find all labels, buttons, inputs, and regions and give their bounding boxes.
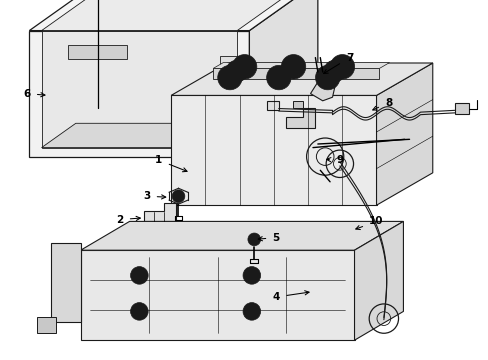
Polygon shape (171, 63, 432, 95)
Circle shape (266, 66, 290, 90)
Polygon shape (41, 0, 305, 31)
Polygon shape (213, 68, 379, 79)
Text: 5: 5 (258, 233, 279, 243)
Polygon shape (285, 108, 315, 128)
Text: 8: 8 (372, 98, 391, 110)
Text: 2: 2 (116, 215, 140, 225)
Polygon shape (81, 250, 354, 340)
Polygon shape (293, 101, 303, 108)
Text: 9: 9 (326, 155, 343, 165)
Circle shape (243, 267, 260, 284)
Circle shape (232, 55, 256, 79)
Circle shape (130, 267, 148, 284)
Polygon shape (29, 0, 317, 31)
Polygon shape (41, 31, 237, 148)
Circle shape (172, 190, 184, 203)
Circle shape (247, 233, 260, 246)
Polygon shape (37, 317, 56, 333)
Text: 1: 1 (155, 155, 187, 172)
Text: 7: 7 (323, 53, 353, 73)
Polygon shape (213, 63, 389, 68)
Polygon shape (266, 101, 278, 110)
Text: 4: 4 (272, 291, 308, 302)
Text: 6: 6 (23, 89, 45, 99)
Polygon shape (51, 243, 81, 322)
Polygon shape (220, 56, 249, 121)
Text: 3: 3 (143, 191, 165, 201)
Circle shape (130, 303, 148, 320)
Circle shape (230, 65, 242, 77)
Polygon shape (376, 63, 432, 205)
Polygon shape (249, 0, 317, 157)
Polygon shape (354, 221, 403, 340)
Polygon shape (41, 123, 271, 148)
Polygon shape (81, 221, 403, 250)
Text: 10: 10 (355, 216, 383, 230)
Circle shape (323, 60, 345, 82)
Circle shape (281, 55, 305, 79)
Polygon shape (310, 72, 337, 101)
Circle shape (328, 65, 340, 77)
Circle shape (243, 303, 260, 320)
Circle shape (225, 60, 247, 82)
Circle shape (329, 55, 354, 79)
Polygon shape (144, 203, 176, 223)
Polygon shape (171, 95, 376, 205)
Circle shape (315, 66, 339, 90)
Circle shape (217, 66, 242, 90)
Polygon shape (454, 103, 468, 114)
Polygon shape (68, 45, 127, 59)
Polygon shape (29, 31, 249, 157)
